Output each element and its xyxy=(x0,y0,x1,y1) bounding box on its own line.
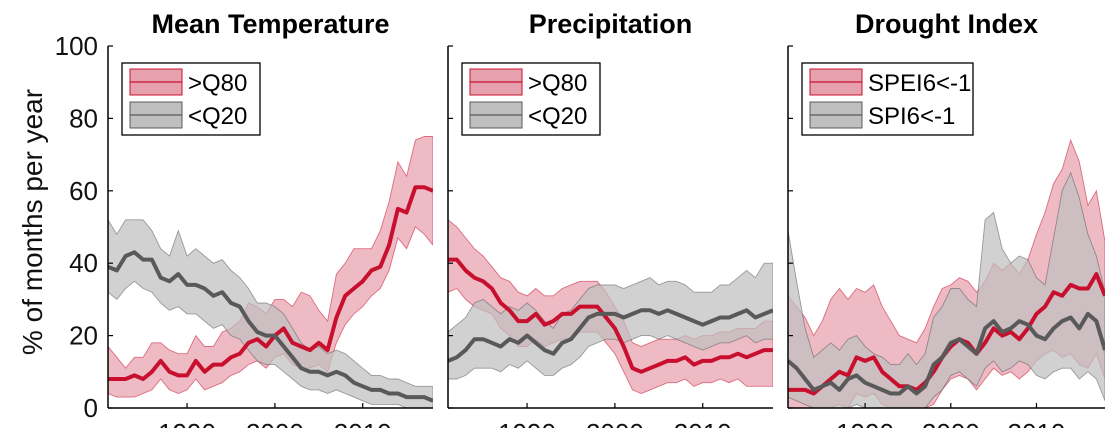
legend: >Q80 <Q20 xyxy=(121,62,261,136)
legend-label: >Q80 xyxy=(188,70,247,97)
x-tick-label: 1990 xyxy=(498,418,556,428)
chart-title: Precipitation xyxy=(529,9,693,39)
chart-title: Drought Index xyxy=(855,9,1038,39)
legend-label: SPEI6<-1 xyxy=(868,70,971,97)
y-axis-label: % of months per year xyxy=(17,89,48,355)
y-tick-label: 40 xyxy=(69,248,98,278)
legend-label: <Q20 xyxy=(528,103,587,130)
series-line-2 xyxy=(788,311,1105,396)
series-line-2 xyxy=(448,308,773,363)
x-tick-label: 2010 xyxy=(1008,418,1066,428)
x-tick-label: 1990 xyxy=(836,418,894,428)
legend-label: SPI6<-1 xyxy=(868,103,955,130)
panel-1: 0 20 40 60 80 100 1990 2000 2010 Mean Temperature… xyxy=(55,9,433,433)
legend-label: >Q80 xyxy=(528,70,587,97)
plot-area xyxy=(448,219,773,394)
y-tick-label: 80 xyxy=(69,103,98,133)
series-line-2 xyxy=(108,250,433,403)
y-tick-label: 0 xyxy=(84,393,98,423)
x-tick-label: 2010 xyxy=(334,418,392,428)
y-tick-label: 100 xyxy=(55,31,98,61)
chart-title: Mean Temperature xyxy=(151,9,389,39)
x-tick-label: 2000 xyxy=(922,418,980,428)
plot-area xyxy=(788,138,1105,408)
legend: SPEI6<-1 SPI6<-1 xyxy=(801,62,974,136)
panel-3: 1990 2000 2010 Drought Index SPEI6<-1 SPI6<-1 xyxy=(787,9,1105,433)
x-tick-label: 2010 xyxy=(674,418,732,428)
series-line-1 xyxy=(448,257,773,374)
panel-2: 1990 2000 2010 Precipitation >Q80 <Q20 xyxy=(447,9,773,433)
plot-area xyxy=(108,136,433,408)
series-band-2 xyxy=(788,171,1105,408)
x-tick-label: 2000 xyxy=(586,418,644,428)
y-tick-label: 60 xyxy=(69,176,98,206)
y-tick-label: 20 xyxy=(69,321,98,351)
x-tick-label: 1990 xyxy=(158,418,216,428)
series-line-1 xyxy=(108,185,433,381)
series-band-2 xyxy=(108,218,433,408)
x-tick-label: 2000 xyxy=(246,418,304,428)
legend-label: <Q20 xyxy=(188,103,247,130)
legend: >Q80 <Q20 xyxy=(461,62,601,136)
